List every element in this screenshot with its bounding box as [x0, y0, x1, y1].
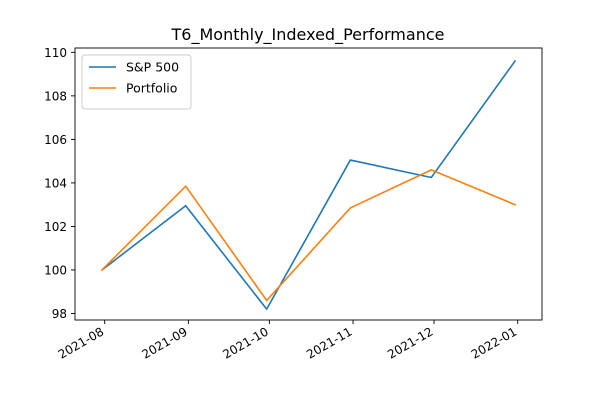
series-line-1: [100, 169, 517, 302]
x-tick-label: 2021-08: [56, 324, 106, 361]
x-tick-label: 2021-11: [304, 324, 354, 361]
y-tick-label: 98: [52, 307, 67, 321]
legend: S&P 500 Portfolio: [81, 54, 192, 110]
y-tick-label: 110: [44, 46, 67, 60]
chart-title: T6_Monthly_Indexed_Performance: [171, 25, 445, 45]
legend-label: Portfolio: [126, 81, 177, 96]
x-tick-label: 2021-09: [139, 324, 189, 361]
x-tick-label: 2021-10: [220, 324, 270, 361]
x-tick-label: 2021-12: [385, 324, 435, 361]
y-axis: 98 100 102 104 106 108 110: [44, 46, 75, 321]
y-tick-label: 104: [44, 176, 67, 190]
plot-frame: [74, 47, 543, 321]
legend-label: S&P 500: [126, 60, 179, 75]
y-tick-label: 108: [44, 89, 67, 103]
y-tick-label: 100: [44, 263, 67, 277]
y-tick-label: 102: [44, 220, 67, 234]
y-tick-label: 106: [44, 133, 67, 147]
x-tick-label: 2022-01: [469, 324, 519, 361]
series-line-0: [100, 59, 517, 310]
series-layer: [100, 59, 517, 310]
legend-box: [81, 54, 192, 110]
x-axis: 2021-08 2021-09 2021-10 2021-11 2021-12 2022-…: [56, 320, 519, 362]
